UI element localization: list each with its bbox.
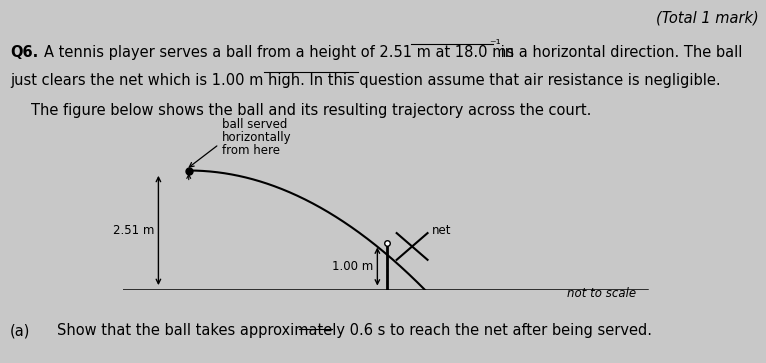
- Text: not to scale: not to scale: [567, 287, 636, 300]
- Text: 1.00 m: 1.00 m: [332, 260, 373, 273]
- Text: just clears the net which is 1.00 m high. In this question assume that air resis: just clears the net which is 1.00 m high…: [10, 73, 721, 87]
- Text: (a): (a): [10, 323, 31, 338]
- Text: A tennis player serves a ball from a height of 2.51 m at 18.0 ms: A tennis player serves a ball from a hei…: [44, 45, 514, 60]
- Text: ⁻¹: ⁻¹: [489, 38, 500, 51]
- Text: Show that the ball takes approximately 0.6 s to reach the net after being served: Show that the ball takes approximately 0…: [57, 323, 653, 338]
- Text: in a horizontal direction. The ball: in a horizontal direction. The ball: [496, 45, 743, 60]
- Text: net: net: [431, 224, 451, 237]
- Text: ball served: ball served: [222, 118, 287, 131]
- Text: horizontally: horizontally: [222, 131, 291, 144]
- Text: from here: from here: [222, 144, 280, 157]
- Text: Q6.: Q6.: [10, 45, 38, 60]
- Text: The figure below shows the ball and its resulting trajectory across the court.: The figure below shows the ball and its …: [31, 103, 591, 118]
- Text: (Total 1 mark): (Total 1 mark): [656, 11, 758, 26]
- Text: 2.51 m: 2.51 m: [113, 224, 154, 237]
